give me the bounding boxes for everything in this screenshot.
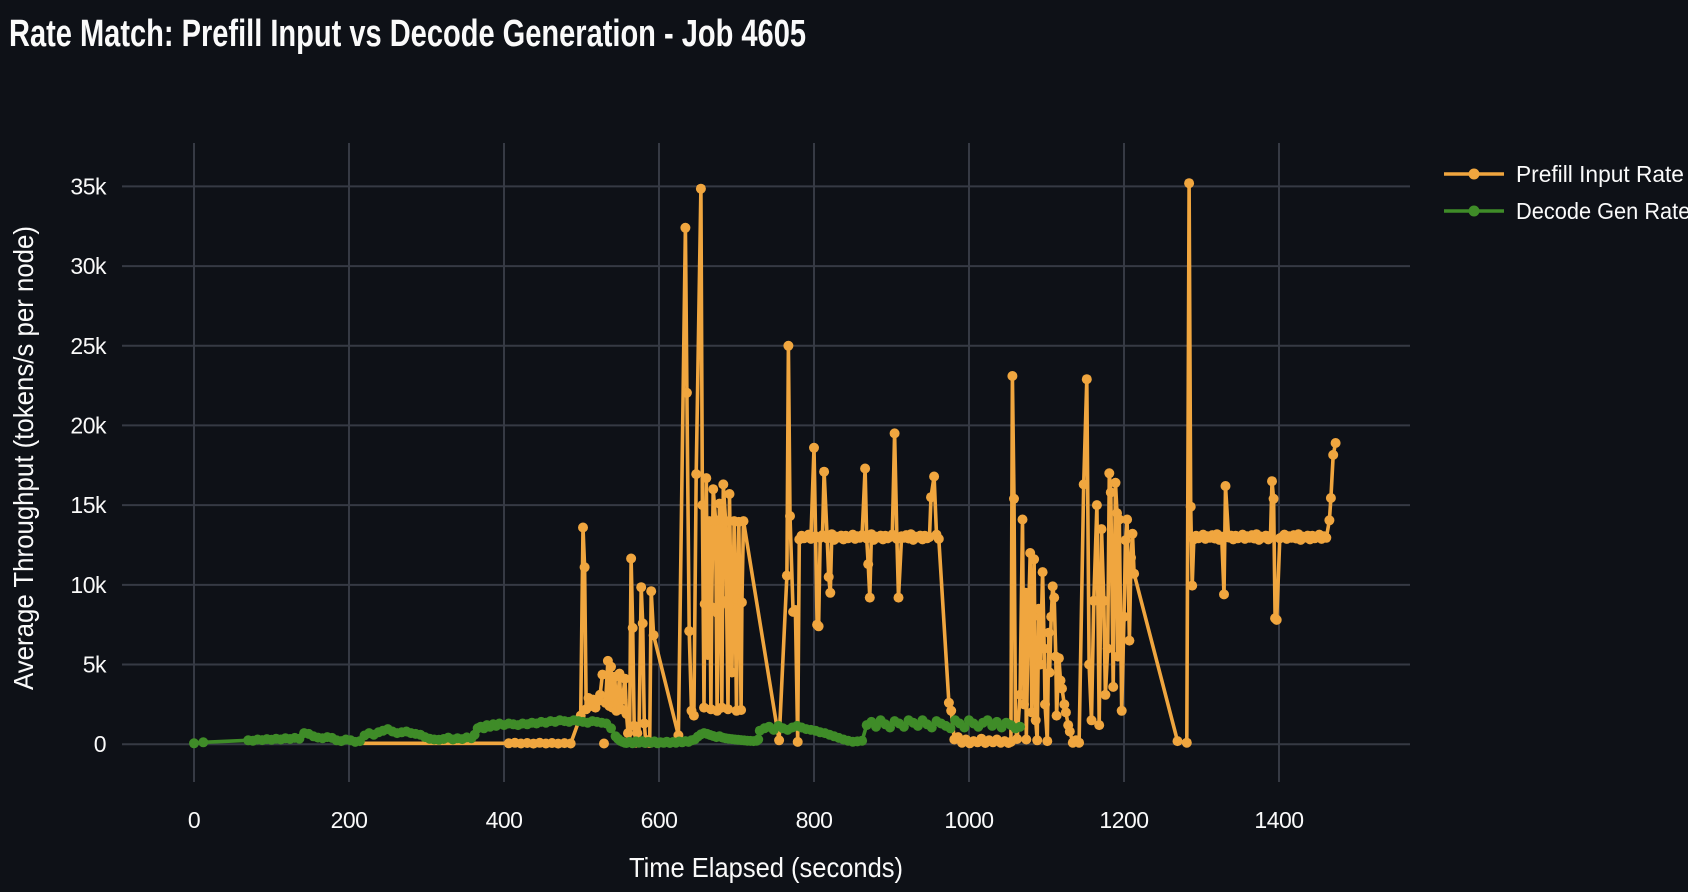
svg-text:15k: 15k [70, 492, 107, 518]
svg-text:Decode Gen Rate (tokens/s): Decode Gen Rate (tokens/s) [1516, 198, 1688, 224]
svg-text:Prefill Input Rate (tokens/s): Prefill Input Rate (tokens/s) [1516, 161, 1688, 187]
svg-text:1400: 1400 [1254, 807, 1303, 833]
svg-text:400: 400 [486, 807, 523, 833]
svg-text:1200: 1200 [1099, 807, 1148, 833]
svg-text:20k: 20k [70, 412, 107, 438]
svg-text:35k: 35k [70, 173, 107, 199]
svg-text:1000: 1000 [944, 807, 993, 833]
svg-text:5k: 5k [83, 652, 107, 678]
svg-text:600: 600 [641, 807, 678, 833]
svg-text:0: 0 [94, 731, 106, 757]
svg-text:0: 0 [188, 807, 200, 833]
svg-text:25k: 25k [70, 333, 107, 359]
svg-text:Average Throughput (tokens/s p: Average Throughput (tokens/s per node) [8, 226, 39, 690]
svg-text:Time Elapsed (seconds): Time Elapsed (seconds) [629, 852, 903, 883]
svg-text:800: 800 [796, 807, 833, 833]
svg-text:200: 200 [331, 807, 368, 833]
svg-text:30k: 30k [70, 253, 107, 279]
svg-text:10k: 10k [70, 572, 107, 598]
svg-text:Rate Match: Prefill Input vs D: Rate Match: Prefill Input vs Decode Gene… [9, 13, 806, 55]
